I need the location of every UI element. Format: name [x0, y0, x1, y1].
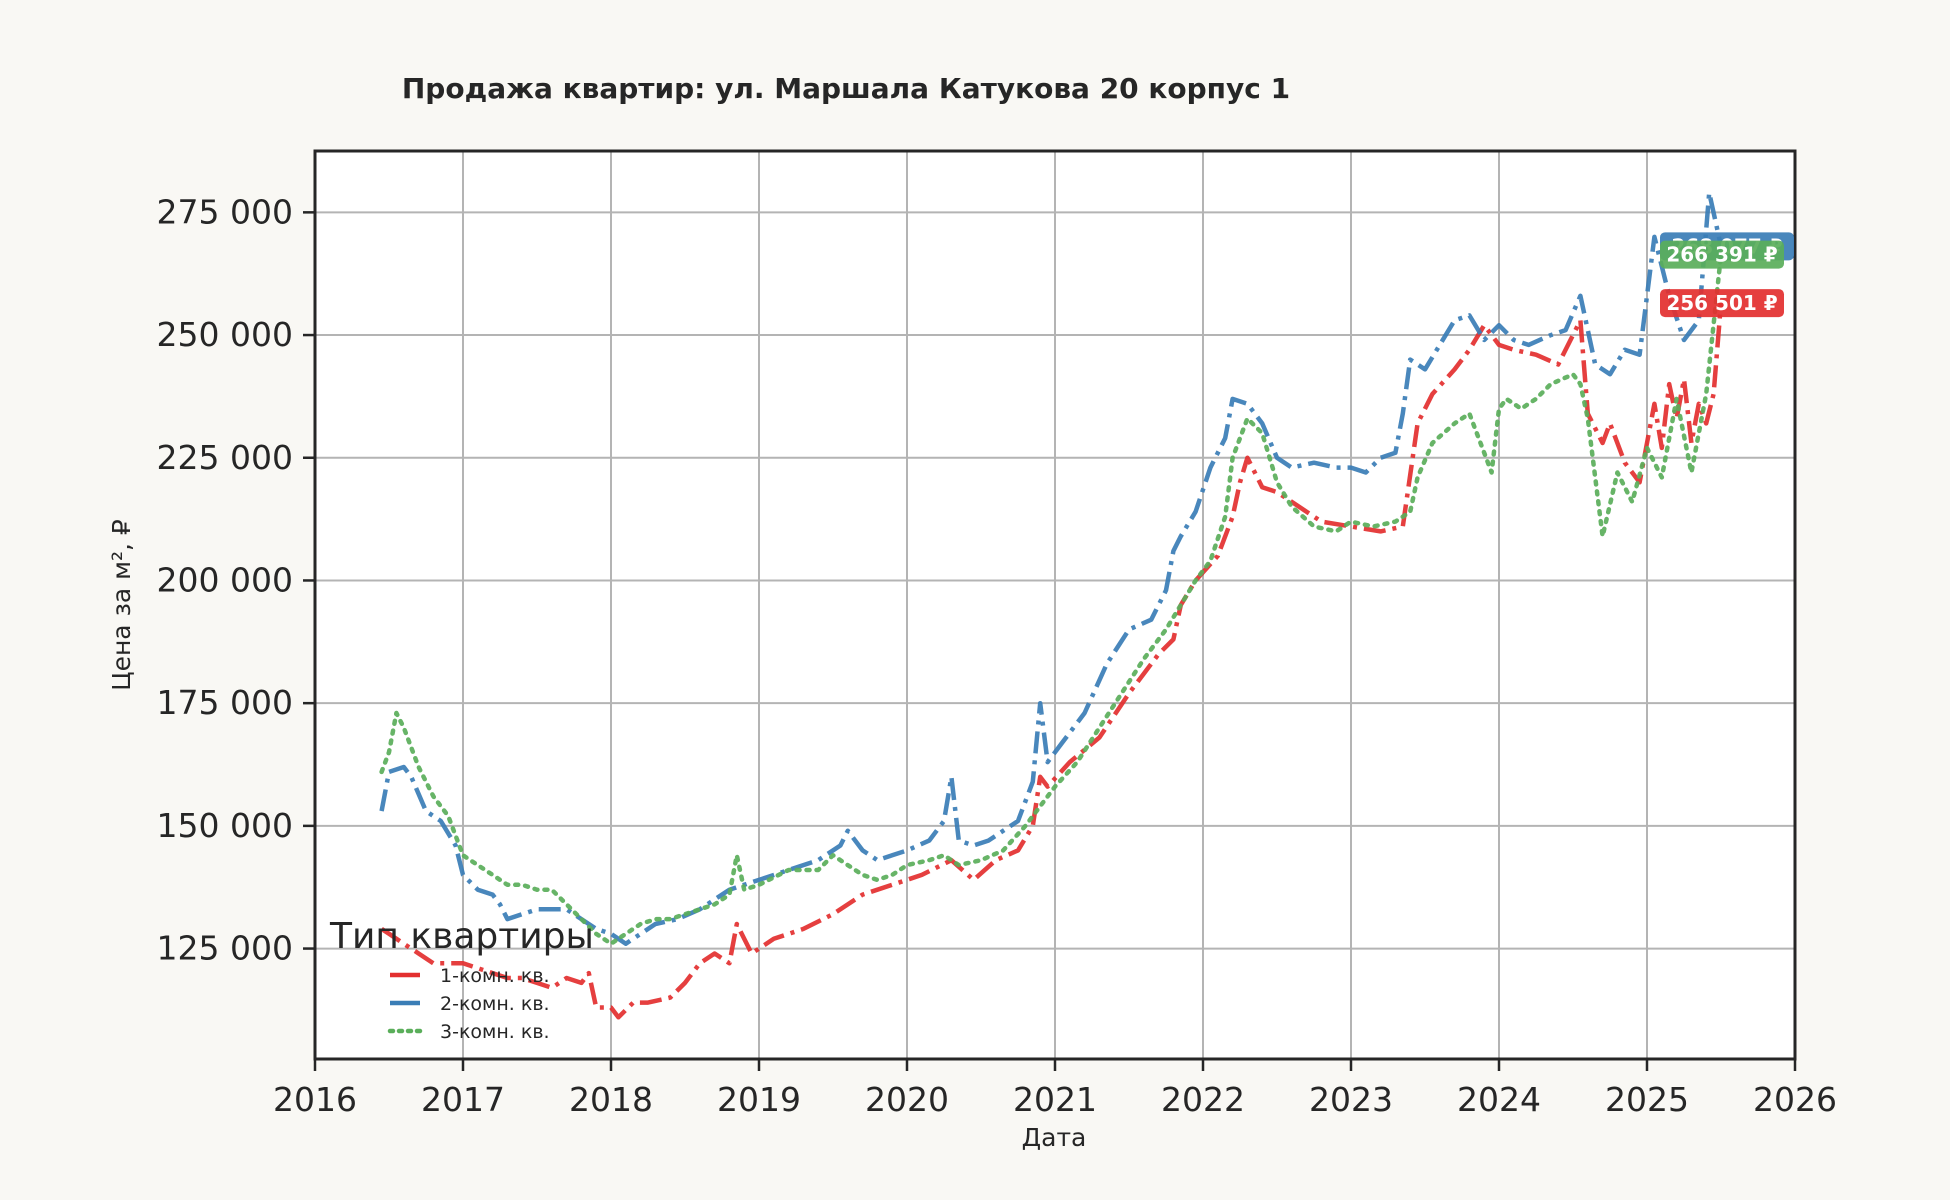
end-label-badge [1660, 240, 1784, 269]
x-tick-label: 2023 [1309, 1080, 1393, 1119]
x-tick-label: 2016 [273, 1080, 357, 1119]
y-axis: 125 000 150 000 175 000 200 000 225 000 250 0… [157, 192, 315, 968]
x-tick-label: 2025 [1605, 1080, 1689, 1119]
x-tick-label: 2024 [1457, 1080, 1541, 1119]
x-tick-label: 2026 [1753, 1080, 1837, 1119]
series-line-3 [379, 252, 1724, 946]
y-tick-label: 275 000 [157, 192, 293, 231]
x-tick-label: 2022 [1161, 1080, 1245, 1119]
end-value-label: 266 391 ₽ [1666, 243, 1777, 267]
y-tick-label: 225 000 [157, 438, 293, 477]
end-value-labels: 268 077 ₽266 391 ₽256 501 ₽ [1660, 232, 1794, 318]
x-tick-label: 2017 [421, 1080, 505, 1119]
y-tick-label: 175 000 [157, 683, 293, 722]
legend-item-label: 2-комн. кв. [440, 993, 550, 1015]
legend-item-label: 1-комн. кв. [440, 965, 550, 987]
legend-title: Тип квартиры [329, 916, 594, 957]
x-tick-label: 2018 [569, 1080, 653, 1119]
y-tick-label: 150 000 [157, 806, 293, 845]
legend-item-label: 3-комн. кв. [440, 1021, 550, 1043]
end-value-label: 256 501 ₽ [1666, 291, 1777, 315]
legend: Тип квартиры 1-комн. кв. 2-комн. кв. 3-комн… [329, 916, 594, 1043]
end-label-badge [1660, 289, 1784, 318]
y-tick-label: 200 000 [157, 560, 293, 599]
y-axis-label: Цена за м², ₽ [107, 519, 136, 691]
series-line-1 [380, 302, 1724, 1020]
y-tick-label: 125 000 [157, 929, 293, 968]
x-axis-label: Дата [1022, 1123, 1087, 1152]
x-tick-label: 2019 [717, 1080, 801, 1119]
x-tick-label: 2021 [1013, 1080, 1097, 1119]
x-axis: 2016 2017 2018 2019 2020 2021 2022 2023 2024 2025… [273, 1059, 1837, 1119]
x-tick-label: 2020 [865, 1080, 949, 1119]
series-layer [379, 190, 1724, 1020]
chart-title: Продажа квартир: ул. Маршала Катукова 20… [402, 72, 1290, 105]
y-tick-label: 250 000 [157, 315, 293, 354]
series-line-2 [379, 190, 1724, 946]
